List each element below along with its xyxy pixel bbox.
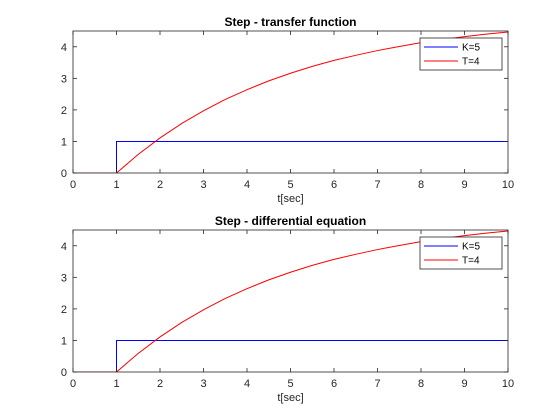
x-tick-label: 5 (287, 179, 293, 191)
x-tick-label: 2 (157, 179, 163, 191)
y-tick-label: 3 (61, 272, 67, 284)
x-tick-label: 10 (502, 378, 514, 390)
x-tick-label: 0 (70, 179, 76, 191)
legend-label: T=4 (462, 57, 480, 68)
series-line-k-5 (73, 140, 508, 173)
x-tick-label: 1 (113, 378, 119, 390)
y-tick-label: 4 (61, 42, 67, 54)
legend-label: K=5 (462, 43, 481, 54)
legend: K=5T=4 (419, 37, 503, 71)
y-tick-label: 1 (61, 136, 67, 148)
x-tick-label: 8 (418, 378, 424, 390)
legend-label: T=4 (462, 256, 480, 267)
x-tick-label: 7 (374, 179, 380, 191)
x-tick-label: 4 (244, 378, 250, 390)
x-tick-label: 3 (200, 378, 206, 390)
chart-title: Step - differential equation (215, 214, 366, 228)
x-tick-label: 5 (287, 378, 293, 390)
legend-box (419, 236, 503, 270)
x-tick-label: 7 (374, 378, 380, 390)
x-tick-label: 4 (244, 179, 250, 191)
x-axis-label: t[sec] (277, 392, 303, 404)
x-axis-label: t[sec] (277, 193, 303, 205)
x-tick-label: 3 (200, 179, 206, 191)
chart-1: 0 1 2 3 4 5 6 7 8 9 10 0 1 2 3 4 Step - transfer functio… (61, 15, 514, 205)
y-tick-label: 1 (61, 335, 67, 347)
x-tick-label: 10 (502, 179, 514, 191)
x-tick-label: 1 (113, 179, 119, 191)
chart-title: Step - transfer function (224, 15, 356, 29)
x-tick-label: 0 (70, 378, 76, 390)
y-tick-label: 0 (61, 168, 67, 180)
legend-box (419, 37, 503, 71)
y-tick-label: 2 (61, 304, 67, 316)
x-tick-label: 9 (461, 378, 467, 390)
legend-label: K=5 (462, 242, 481, 253)
y-tick-label: 0 (61, 367, 67, 379)
y-tick-label: 3 (61, 73, 67, 85)
x-tick-label: 8 (418, 179, 424, 191)
x-tick-label: 9 (461, 179, 467, 191)
y-tick-label: 2 (61, 105, 67, 117)
chart-2: 0 1 2 3 4 5 6 7 8 9 10 0 1 2 3 4 Step - differential equ… (61, 214, 514, 404)
series-line-k-5 (73, 339, 508, 372)
x-tick-label: 2 (157, 378, 163, 390)
x-tick-label: 6 (331, 378, 337, 390)
legend: K=5T=4 (419, 236, 503, 270)
x-tick-label: 6 (331, 179, 337, 191)
y-tick-label: 4 (61, 241, 67, 253)
